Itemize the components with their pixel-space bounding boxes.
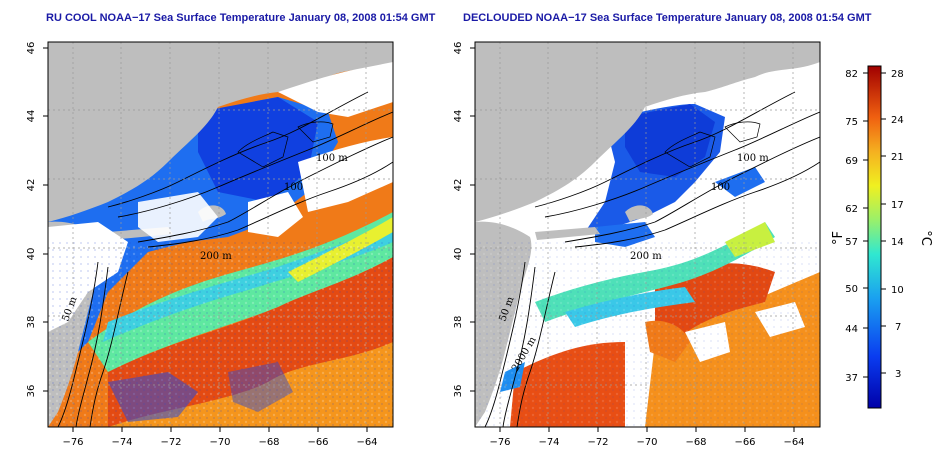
x-tick-label: −68 [258, 437, 279, 448]
right-map-image: 100 m 100 200 m 50 m 2000 m [475, 42, 820, 427]
contour-label-200m: 200 m [200, 251, 232, 262]
celsius-unit-label: °C [918, 230, 933, 246]
y-tick-label: 44 [453, 110, 464, 123]
y-tick-label: 46 [26, 42, 37, 55]
left-map-panel: 100 m 100 200 m 50 m [47, 41, 394, 428]
x-tick-label: −64 [783, 437, 804, 448]
right-map-title: DECLOUDED NOAA−17 Sea Surface Temperatur… [463, 12, 872, 24]
fahrenheit-unit-label: °F [831, 231, 846, 245]
y-tick-label: 44 [26, 110, 37, 123]
colorbar: 82 75 69 62 57 50 44 37 28 24 21 17 14 1… [831, 65, 933, 409]
fahrenheit-tick: 57 [845, 237, 858, 248]
celsius-tick: 24 [891, 115, 904, 126]
celsius-tick: 14 [891, 237, 904, 248]
x-tick-label: −74 [111, 437, 132, 448]
right-x-axis: −76 −74 −72 −70 −68 −66 −64 [489, 427, 805, 448]
x-tick-label: −72 [587, 437, 608, 448]
fahrenheit-tick: 75 [845, 117, 858, 128]
x-tick-label: −72 [160, 437, 181, 448]
celsius-tick: 28 [891, 69, 904, 80]
x-tick-label: −74 [538, 437, 559, 448]
celsius-tick: 21 [891, 152, 904, 163]
y-tick-label: 42 [453, 179, 464, 192]
left-map-title: RU COOL NOAA−17 Sea Surface Temperature … [46, 12, 436, 24]
y-tick-label: 40 [453, 248, 464, 261]
y-tick-label: 42 [26, 179, 37, 192]
x-tick-label: −76 [62, 437, 83, 448]
left-x-axis: −76 −74 −72 −70 −68 −66 −64 [62, 427, 378, 448]
y-tick-label: 40 [26, 248, 37, 261]
contour-label-200m: 200 m [630, 251, 662, 262]
celsius-tick: 17 [891, 200, 904, 211]
left-y-axis: 46 44 42 40 38 36 [26, 42, 48, 398]
x-tick-label: −76 [489, 437, 510, 448]
contour-label-100m: 100 m [737, 153, 769, 164]
fahrenheit-tick: 37 [845, 373, 858, 384]
y-tick-label: 36 [453, 385, 464, 398]
right-map-panel: 100 m 100 200 m 50 m 2000 m [474, 41, 821, 428]
contour-label-100m: 100 m [316, 153, 348, 164]
fahrenheit-tick: 69 [845, 156, 858, 167]
contour-label-100: 100 [284, 182, 303, 193]
celsius-tick: 10 [891, 285, 904, 296]
fahrenheit-tick: 62 [845, 204, 858, 215]
x-tick-label: −70 [209, 437, 230, 448]
fahrenheit-tick: 44 [845, 324, 858, 335]
y-tick-label: 46 [453, 42, 464, 55]
x-tick-label: −66 [734, 437, 755, 448]
celsius-tick: 3 [895, 369, 901, 380]
left-map-image: 100 m 100 200 m 50 m [48, 42, 393, 427]
contour-label-100: 100 [711, 182, 730, 193]
celsius-tick: 7 [895, 322, 901, 333]
y-tick-label: 38 [26, 316, 37, 329]
y-tick-label: 38 [453, 316, 464, 329]
right-y-axis: 46 44 42 40 38 36 [453, 42, 475, 398]
x-tick-label: −70 [636, 437, 657, 448]
x-tick-label: −66 [307, 437, 328, 448]
fahrenheit-tick: 50 [845, 284, 858, 295]
y-tick-label: 36 [26, 385, 37, 398]
fahrenheit-tick: 82 [845, 69, 858, 80]
x-tick-label: −64 [356, 437, 377, 448]
x-tick-label: −68 [685, 437, 706, 448]
colorbar-gradient [867, 65, 882, 409]
